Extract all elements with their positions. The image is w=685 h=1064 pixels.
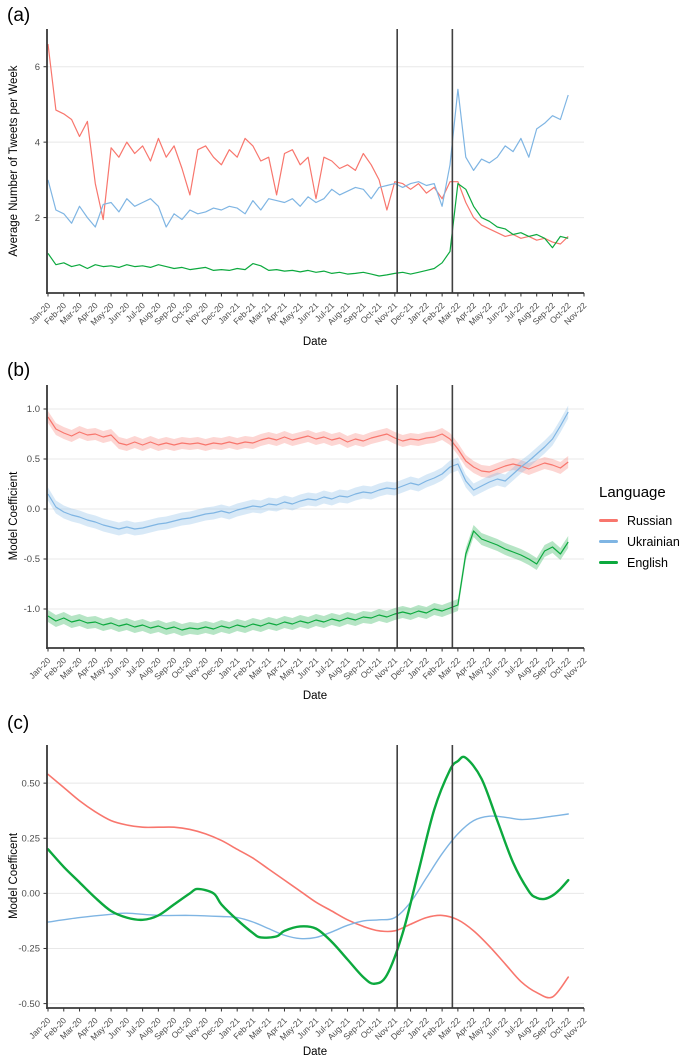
y-tick-label: 0.00 (22, 889, 41, 900)
panel-a-chart: 246Jan-20Feb-20Mar-20Apr-20May-20Jun-20J… (27, 29, 589, 327)
panel-c-label: (c) (7, 713, 30, 734)
legend-item-ukrainian: Ukrainian (599, 531, 680, 552)
y-tick-label: 0.50 (22, 778, 41, 789)
ci-band-english (48, 525, 569, 636)
series-line-english (47, 183, 569, 277)
ci-band-ukrainian (48, 405, 569, 536)
legend-label-ukrainian: Ukrainian (627, 534, 680, 549)
y-tick-label: 6 (35, 62, 40, 73)
panel-c-y-axis-title: Model Coefficent (8, 832, 20, 920)
panel-b-label: (b) (7, 360, 31, 381)
russian-line-swatch (599, 519, 618, 522)
panel-c-chart: 0.500.250.00-0.25-0.50Jan-20Feb-20Mar-20… (18, 745, 589, 1042)
series-line-russian (47, 773, 570, 999)
series-line-russian (47, 416, 569, 473)
panel-c-x-axis-title: Date (302, 1046, 328, 1058)
y-tick-label: 0.25 (22, 833, 41, 844)
panel-b-y-axis-title: Model Coefficient (8, 471, 20, 561)
series-line-ukrainian (47, 813, 569, 940)
panel-a-x-axis-title: Date (302, 336, 328, 348)
english-line-swatch (599, 561, 618, 564)
y-tick-label: -0.25 (18, 944, 40, 955)
y-tick-label: 4 (35, 137, 40, 148)
y-tick-label: 0.0 (27, 504, 40, 515)
panel-b-chart: 1.00.50.0-0.5-1.0Jan-20Feb-20Mar-20Apr-2… (24, 385, 589, 682)
series-line-ukrainian (47, 88, 569, 228)
y-tick-label: -0.5 (24, 554, 40, 565)
panel-a-label: (a) (7, 5, 31, 26)
y-tick-label: -1.0 (24, 604, 40, 615)
series-line-russian (47, 44, 569, 245)
series-line-english (46, 755, 570, 985)
y-tick-label: 0.5 (27, 454, 40, 465)
series-line-ukrainian (47, 411, 569, 530)
series-line-english (47, 530, 569, 631)
legend-item-english: English (599, 552, 680, 573)
panel-b-x-axis-title: Date (302, 690, 328, 702)
legend-label-english: English (627, 555, 668, 570)
legend-label-russian: Russian (627, 513, 673, 528)
legend-item-russian: Russian (599, 510, 680, 531)
ukrainian-line-swatch (599, 540, 618, 543)
y-tick-label: -0.50 (18, 999, 40, 1010)
ci-band-russian (48, 411, 569, 478)
language-legend: Language Russian Ukrainian English (599, 484, 680, 573)
y-tick-label: 2 (35, 213, 40, 224)
legend-title: Language (599, 484, 666, 501)
y-tick-label: 1.0 (27, 404, 40, 415)
panel-a-y-axis-title: Average Number of Tweets per Week (8, 65, 20, 257)
